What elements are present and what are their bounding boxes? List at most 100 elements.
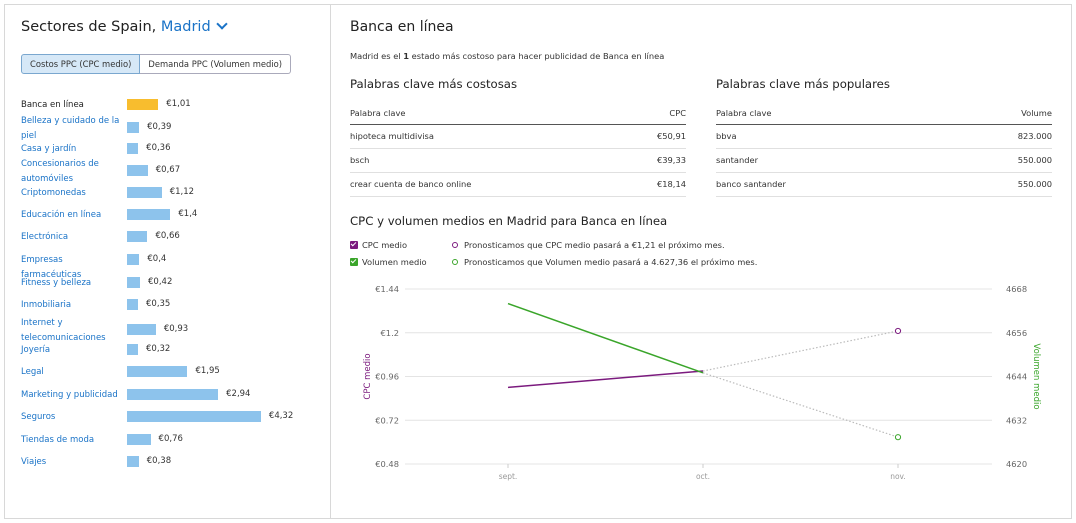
sector-name[interactable]: Electrónica xyxy=(21,232,69,242)
sector-bar xyxy=(127,411,261,422)
sectors-title: Sectores de Spain, Madrid xyxy=(21,18,228,35)
demand-toggle-button[interactable]: Demanda PPC (Volumen medio) xyxy=(140,54,292,74)
value-cell: 550.000 xyxy=(941,172,1052,197)
sector-name[interactable]: Empresas farmacéuticas xyxy=(21,255,82,280)
sector-bar xyxy=(127,254,140,265)
x-tick-label: oct. xyxy=(696,472,710,481)
x-tick-label: sept. xyxy=(499,472,518,481)
sector-name[interactable]: Marketing y publicidad xyxy=(21,390,118,400)
legend-cpc-forecast: Pronosticamos que CPC medio pasará a €1,… xyxy=(452,240,725,250)
sector-value: €0,4 xyxy=(147,254,167,264)
cpc-forecast-point xyxy=(894,327,902,335)
y-tick-label: €0.96 xyxy=(375,372,399,382)
cpc-forecast-text: Pronosticamos que CPC medio pasará a €1,… xyxy=(464,240,725,250)
cpc-toggle-button[interactable]: Costos PPC (CPC medio) xyxy=(21,54,141,74)
keyword-cell: bbva xyxy=(716,124,942,149)
sector-value: €1,12 xyxy=(169,187,195,197)
value-cell: €50,91 xyxy=(621,124,686,149)
sector-bar xyxy=(127,187,162,198)
volume-series-line xyxy=(507,302,704,374)
column-header-volume: Volume xyxy=(941,102,1052,125)
region-dropdown[interactable]: Madrid xyxy=(160,19,211,35)
y2-tick-label: 4620 xyxy=(1006,459,1027,469)
table-header: Palabra clave CPC xyxy=(350,102,686,125)
checkbox-icon[interactable] xyxy=(350,241,358,249)
sector-value: €0,76 xyxy=(158,434,183,444)
y2-tick-label: 4644 xyxy=(1006,372,1027,382)
value-cell: 823.000 xyxy=(941,124,1052,149)
forecast-ring-icon xyxy=(452,242,458,248)
sector-name[interactable]: Criptomonedas xyxy=(21,188,86,198)
sector-value: €0,67 xyxy=(155,165,181,175)
sector-value: €2,94 xyxy=(226,389,251,399)
sector-value: €0,42 xyxy=(148,277,173,287)
sector-name[interactable]: Educación en línea xyxy=(21,210,102,220)
keyword-cell: crear cuenta de banco online xyxy=(350,172,622,197)
y-tick-label: €0.72 xyxy=(375,415,399,425)
sector-bar xyxy=(127,165,148,176)
subtitle-rank: 1 xyxy=(403,51,410,61)
sector-bar xyxy=(127,209,171,220)
sector-name: Banca en línea xyxy=(21,100,84,110)
sector-name[interactable]: Viajes xyxy=(21,457,47,467)
sector-value: €1,01 xyxy=(166,99,191,109)
sector-name[interactable]: Seguros xyxy=(21,412,56,422)
sector-name[interactable]: Inmobiliaria xyxy=(21,300,72,310)
industry-title: Banca en línea xyxy=(350,19,454,35)
volume-forecast-text: Pronosticamos que Volumen medio pasará a… xyxy=(464,257,758,267)
keyword-cell: santander xyxy=(716,148,942,173)
costly-keywords-title: Palabras clave más costosas xyxy=(350,77,518,91)
chevron-down-icon[interactable] xyxy=(215,18,228,30)
legend-volume-forecast: Pronosticamos que Volumen medio pasará a… xyxy=(452,257,757,267)
sectors-panel: Sectores de Spain, Madrid Costos PPC (CP… xyxy=(4,4,331,519)
metric-toggle: Costos PPC (CPC medio) Demanda PPC (Volu… xyxy=(21,54,292,74)
legend-volume[interactable]: Volumen medio xyxy=(350,257,427,267)
sector-value: €0,38 xyxy=(146,456,172,466)
value-cell: €39,33 xyxy=(621,148,686,173)
table-header: Palabra clave Volume xyxy=(716,102,1052,125)
sector-bar xyxy=(127,324,156,335)
sector-bar xyxy=(127,389,219,400)
volume-forecast-point xyxy=(894,434,902,441)
detail-panel: Banca en línea Madrid es el 1 estado más… xyxy=(332,4,1072,519)
sector-name[interactable]: Joyería xyxy=(21,345,51,355)
y-tick-label: €0.48 xyxy=(375,459,399,469)
sector-value: €0,66 xyxy=(155,231,180,241)
sector-name[interactable]: Tiendas de moda xyxy=(21,435,95,445)
sector-name[interactable]: Concesionarios de automóviles xyxy=(21,159,99,184)
sector-name[interactable]: Casa y jardín xyxy=(21,144,77,154)
y2-axis-label: Volumen medio xyxy=(1031,343,1041,409)
table-row: santander 550.000 xyxy=(716,148,1052,173)
y-tick-label: €1.2 xyxy=(381,328,399,338)
sector-bar xyxy=(127,299,138,310)
table-row: bbva 823.000 xyxy=(716,124,1052,149)
y2-tick-label: 4668 xyxy=(1006,284,1027,294)
sector-name[interactable]: Internet y telecomunicaciones xyxy=(21,318,106,343)
keyword-cell: bsch xyxy=(350,148,622,173)
sector-value: €0,39 xyxy=(147,122,172,132)
sector-value: €0,32 xyxy=(146,344,171,354)
column-header-keyword: Palabra clave xyxy=(716,102,942,125)
sector-name[interactable]: Legal xyxy=(21,367,44,377)
chart-title: CPC y volumen medios en Madrid para Banc… xyxy=(350,214,668,228)
sector-name[interactable]: Fitness y belleza xyxy=(21,278,92,288)
sector-value: €0,93 xyxy=(163,324,189,334)
column-header-keyword: Palabra clave xyxy=(350,102,622,125)
y2-tick-label: 4632 xyxy=(1006,415,1027,425)
checkbox-icon[interactable] xyxy=(350,258,358,266)
legend-cpc-label: CPC medio xyxy=(362,240,408,250)
sectors-title-text: Sectores de Spain, xyxy=(21,19,161,35)
sector-bar xyxy=(127,344,138,355)
table-row: hipoteca multidivisa €50,91 xyxy=(350,124,686,149)
column-header-cpc: CPC xyxy=(621,102,686,125)
sector-name[interactable]: Belleza y cuidado de la piel xyxy=(21,116,120,141)
popular-keywords-title: Palabras clave más populares xyxy=(716,77,890,91)
sector-value: €4,32 xyxy=(268,411,294,421)
table-row: banco santander 550.000 xyxy=(716,172,1052,197)
cpc-volume-chart: €0.48 4620 €0.72 4632 €0.96 4644 €1.2 4656 €1.44… xyxy=(363,284,1041,481)
legend-volume-label: Volumen medio xyxy=(362,257,427,267)
sector-bar xyxy=(127,122,140,133)
y-tick-label: €1.44 xyxy=(375,284,399,294)
costly-keywords-table: Palabra clave CPC hipoteca multidivisa €… xyxy=(350,102,686,197)
legend-cpc[interactable]: CPC medio xyxy=(350,240,407,250)
